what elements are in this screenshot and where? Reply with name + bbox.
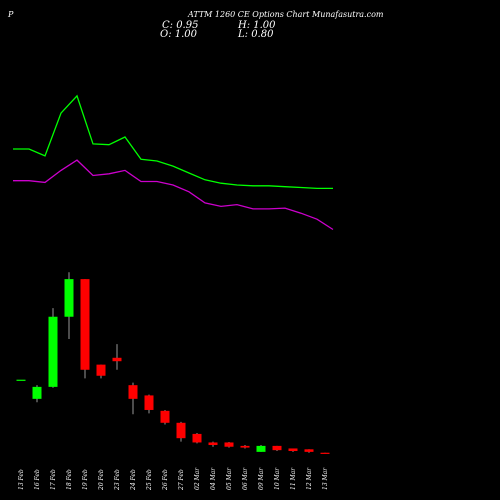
candle-body: [272, 445, 282, 451]
candle-body: [48, 316, 58, 387]
candle: [160, 409, 170, 425]
candle-body: [208, 442, 218, 446]
candles-layer: [16, 272, 330, 454]
x-tick-label: 19 Feb: [82, 469, 89, 490]
x-tick-label: 18 Feb: [66, 469, 73, 490]
x-tick-label: 17 Feb: [50, 469, 57, 490]
candle: [48, 308, 58, 388]
candle: [32, 385, 42, 403]
candle-body: [240, 445, 250, 448]
candle: [176, 421, 186, 442]
upper-indicator-line: [13, 94, 333, 190]
x-tick-label: 11 Mar: [290, 467, 297, 490]
symbol-letter: P: [8, 10, 14, 19]
x-tick-label: 02 Mar: [194, 467, 201, 490]
x-tick-label: 13 Mar: [322, 467, 329, 490]
x-tick-label: 23 Feb: [114, 469, 121, 491]
candle: [144, 394, 154, 414]
x-tick-label: 24 Feb: [130, 469, 137, 491]
x-tick-label: 12 Mar: [306, 467, 313, 490]
x-tick-label: 13 Feb: [18, 469, 25, 490]
lower-indicator-line: [13, 159, 334, 231]
open-value: O: 1.00: [160, 29, 198, 40]
low-value: L: 0.80: [238, 29, 274, 40]
candle-body: [80, 279, 90, 370]
candle-body: [288, 448, 298, 452]
candle: [64, 272, 74, 339]
high-value: H: 1.00: [238, 20, 276, 31]
candle-body: [64, 279, 74, 317]
candle: [16, 379, 26, 381]
chart-title: ATTM 1260 CE Options Chart Munafasutra.c…: [188, 10, 384, 19]
candle-body: [16, 379, 26, 381]
x-tick-label: 09 Mar: [258, 467, 265, 490]
candle: [240, 445, 250, 449]
candle-body: [144, 395, 154, 410]
candle: [112, 344, 122, 370]
x-tick-label: 05 Mar: [226, 467, 233, 490]
x-tick-label: 27 Feb: [178, 469, 185, 491]
moving-average-lines: [13, 94, 334, 231]
candle: [80, 279, 90, 379]
close-value: C: 0.95: [162, 20, 199, 31]
x-axis-labels: 13 Feb 16 Feb 17 Feb 18 Feb 19 Feb 20 Feb 23 F…: [18, 467, 329, 491]
candle: [208, 441, 218, 447]
candle: [304, 449, 314, 453]
candle: [224, 441, 234, 448]
candle: [192, 433, 202, 444]
x-tick-label: 04 Mar: [210, 467, 217, 490]
x-tick-label: 20 Feb: [98, 469, 105, 491]
x-tick-label: 26 Feb: [162, 469, 169, 491]
candle-body: [96, 364, 106, 376]
x-tick-label: 16 Feb: [34, 469, 41, 490]
candle: [272, 445, 282, 452]
candle-body: [128, 385, 138, 399]
candle: [128, 382, 138, 415]
candle-body: [192, 433, 202, 443]
candle: [96, 364, 106, 379]
candle-body: [224, 442, 234, 447]
candle-body: [176, 422, 186, 439]
candle-body: [256, 445, 266, 452]
candle: [320, 452, 330, 454]
candle-body: [32, 386, 42, 399]
candle-body: [112, 357, 122, 362]
candle: [288, 448, 298, 452]
chart-header: P ATTM 1260 CE Options Chart Munafasutra…: [0, 0, 500, 40]
candle: [256, 445, 266, 452]
x-tick-label: 25 Feb: [146, 469, 153, 491]
x-tick-label: 10 Mar: [274, 467, 281, 490]
x-tick-label: 06 Mar: [242, 467, 249, 490]
candle-body: [160, 410, 170, 423]
candle-body: [320, 452, 330, 454]
candle-body: [304, 449, 314, 452]
